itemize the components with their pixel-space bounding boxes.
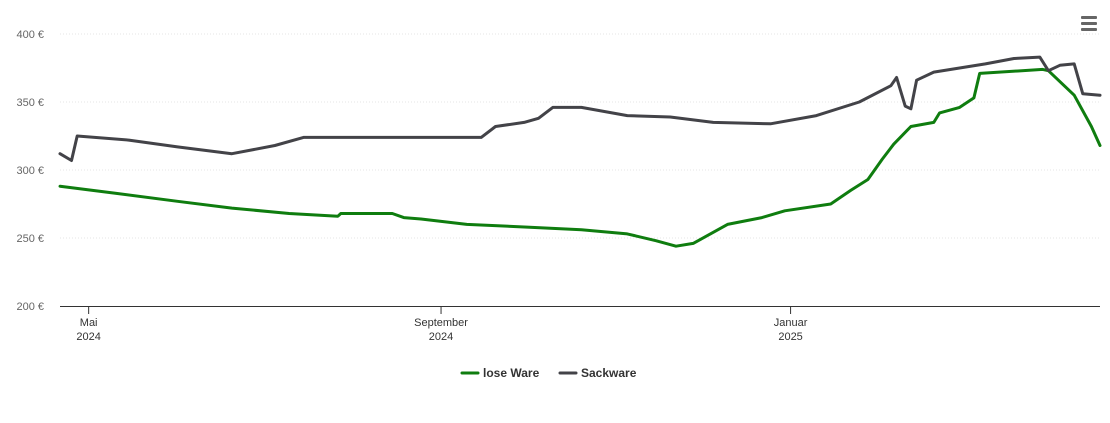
menu-bar-icon bbox=[1081, 15, 1097, 19]
y-tick-label: 300 € bbox=[16, 165, 44, 177]
grid-layer bbox=[60, 33, 1100, 239]
series-line-0[interactable] bbox=[58, 67, 1102, 248]
y-tick-label: 200 € bbox=[16, 301, 44, 313]
menu-bar-icon bbox=[1081, 27, 1097, 31]
legend-label: lose Ware bbox=[483, 366, 540, 380]
x-tick-year: 2024 bbox=[429, 331, 453, 343]
x-axis: Mai 2024 September 2024 Januar 2025 bbox=[60, 306, 1100, 343]
hamburger-menu-icon[interactable] bbox=[1076, 12, 1102, 34]
x-tick-month: September bbox=[414, 317, 468, 329]
menu-bar-icon bbox=[1081, 21, 1097, 25]
series-line-1[interactable] bbox=[58, 55, 1102, 162]
series-layer bbox=[58, 55, 1102, 248]
y-axis: 400 € 350 € 300 € 250 € 200 € bbox=[16, 29, 44, 313]
legend[interactable]: lose Ware Sackware bbox=[460, 366, 637, 380]
y-tick-label: 250 € bbox=[16, 233, 44, 245]
legend-item-0[interactable]: lose Ware bbox=[460, 366, 540, 380]
y-tick-label: 400 € bbox=[16, 29, 44, 41]
x-tick-year: 2025 bbox=[778, 331, 802, 343]
x-tick-month: Januar bbox=[774, 317, 808, 329]
x-tick-month: Mai bbox=[80, 317, 98, 329]
x-tick-year: 2024 bbox=[76, 331, 100, 343]
legend-label: Sackware bbox=[581, 366, 637, 380]
legend-item-1[interactable]: Sackware bbox=[558, 366, 637, 380]
y-tick-label: 350 € bbox=[16, 97, 44, 109]
